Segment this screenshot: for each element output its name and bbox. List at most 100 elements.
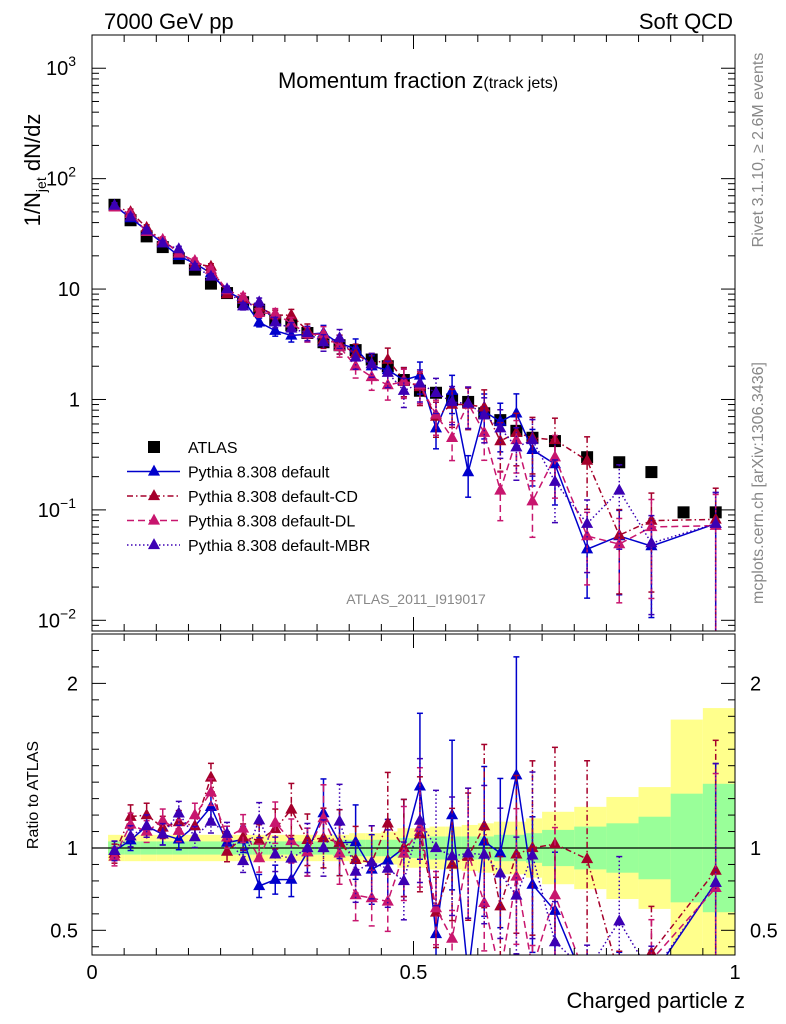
ratio-point [301, 841, 314, 853]
main-ytick-label: 103 [46, 53, 76, 80]
ratio-point [365, 855, 378, 867]
legend-entry: ATLAS [148, 440, 238, 457]
ratio-point [301, 832, 314, 844]
source-info: mcplots.cern.ch [arXiv:1306.3436] [750, 362, 767, 604]
ratio-point [269, 847, 282, 859]
ratio-frame [91, 633, 736, 956]
ratio-point [581, 974, 593, 985]
series-point [510, 440, 523, 452]
series-point [494, 434, 507, 446]
legend: ATLAS Pythia 8.308 default Pythia 8.308 de… [127, 440, 370, 555]
legend-label: Pythia 8.308 default-MBR [188, 538, 370, 555]
ratio-point [613, 976, 625, 987]
series-point [365, 370, 378, 382]
series-point [269, 306, 282, 318]
main-ytick-label: 10−2 [38, 605, 76, 632]
ratio-point [381, 816, 394, 828]
ratio-point [108, 844, 121, 856]
ratio-point [237, 854, 250, 866]
series-point [172, 242, 185, 254]
ratio-point [429, 901, 443, 913]
ytick-base: 1 [69, 389, 80, 411]
series-point [349, 350, 362, 362]
ratio-point [317, 841, 330, 853]
atlas-point [645, 466, 658, 479]
ratio-point [381, 861, 394, 873]
ratio-point [510, 869, 523, 881]
series-point [237, 299, 250, 311]
series-point [581, 529, 594, 541]
series-point [581, 453, 594, 465]
ratio-panel: 0.5 0.5 1 1 2 2 0 0.5 1 Ratio to ATLAS Charged p… [25, 633, 778, 1013]
ytick-base: 10 [38, 610, 60, 632]
ratio-point [413, 813, 426, 825]
legend-marker [147, 513, 161, 525]
ratio-point [510, 768, 523, 780]
series-point [645, 513, 658, 525]
legend-entry: Pythia 8.308 default-DL [127, 514, 355, 531]
ratio-point [333, 846, 346, 858]
ratio-point [108, 849, 121, 861]
ratio-ytick-label-left: 2 [67, 673, 78, 695]
series-point [510, 425, 523, 437]
legend-entry: Pythia 8.308 default-CD [127, 489, 358, 506]
ratio-point [645, 971, 657, 982]
series-point [494, 421, 507, 433]
series-point [581, 516, 594, 528]
title-main: Momentum fraction [278, 68, 472, 93]
ratio-ylabel: Ratio to ATLAS [25, 741, 42, 849]
main-ytick-label: 1 [69, 389, 80, 411]
legend-label: Pythia 8.308 default-DL [188, 514, 355, 531]
ratio-point [220, 844, 234, 856]
ratio-point [172, 806, 185, 818]
ratio-point [613, 970, 625, 981]
title-z: z [472, 68, 483, 93]
series-point [429, 385, 443, 397]
ratio-line [114, 775, 717, 955]
ratio-ytick-label-left: 0.5 [50, 920, 78, 942]
series-point [462, 396, 475, 408]
ytick-base: 10 [46, 169, 68, 191]
ratio-point [204, 770, 218, 782]
ratio-point [269, 815, 282, 827]
ratio-point [253, 833, 266, 845]
ratio-point [478, 847, 491, 859]
ratio-point [237, 821, 250, 833]
ratio-xtick-label: 0.5 [400, 962, 428, 984]
ytick-exp: 2 [68, 164, 76, 180]
legend-label: Pythia 8.308 default-CD [188, 489, 358, 506]
series-point [494, 414, 507, 426]
ratio-point [446, 857, 459, 869]
ratio-point [333, 814, 346, 826]
ratio-point [237, 830, 250, 842]
series-point [526, 494, 539, 506]
main-ytick-label: 10−1 [38, 495, 76, 522]
ratio-point [413, 827, 426, 839]
series-point [237, 290, 250, 302]
series-point [645, 536, 658, 548]
legend-marker [147, 489, 161, 501]
ratio-point [494, 846, 507, 858]
ratio-ticks: 0.5 0.5 1 1 2 2 0 0.5 1 [50, 634, 778, 984]
series-point [124, 210, 137, 222]
series-point [478, 408, 491, 420]
ratio-point [317, 811, 330, 823]
ratio-point [548, 935, 562, 947]
ratio-point [613, 970, 625, 981]
ytick-base: 10 [38, 500, 60, 522]
ratio-point [204, 814, 218, 826]
main-ylabel: 1/Njet dN/dz [20, 114, 49, 227]
series-point [446, 430, 459, 442]
ratio-point [172, 823, 185, 835]
ratio-point [494, 968, 506, 979]
series-point [709, 516, 722, 528]
ratio-point [446, 849, 459, 861]
ratio-series-group [108, 656, 722, 987]
ratio-point [124, 829, 137, 841]
series-point [301, 326, 314, 338]
ratio-ytick-label-right: 1 [750, 838, 761, 860]
ratio-point [172, 832, 185, 844]
main-title: Momentum fraction z(track jets) [278, 68, 558, 93]
series-point [285, 308, 298, 320]
main-ytick-label: 102 [46, 164, 76, 191]
